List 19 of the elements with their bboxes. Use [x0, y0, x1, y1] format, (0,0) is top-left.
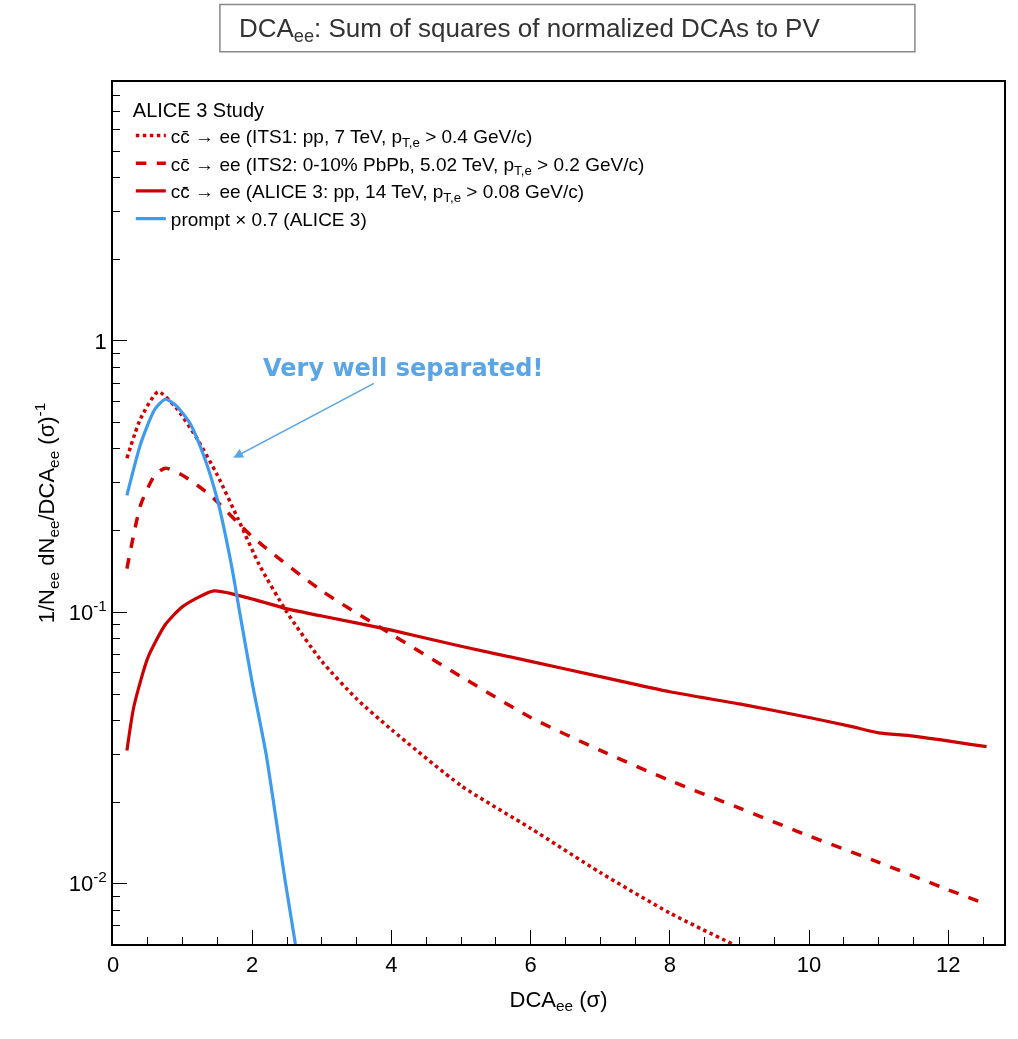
legend-label: cc̄ → ee (ALICE 3: pp, 14 TeV, p$_{T,e}$ > 0.08 GeV/c) — [170, 181, 585, 206]
x-tick-label: 6 — [524, 952, 537, 978]
y-tick-label: 1 — [94, 328, 107, 354]
y-tick-label: 10$^{-2}$ — [68, 868, 107, 897]
line-series — [125, 397, 297, 944]
chart-title: DCA$_{ee}$: Sum of squares of normalized DCAs to PV — [238, 12, 821, 47]
x-tick-label: 2 — [246, 952, 259, 978]
y-tick-label: 10$^{-1}$ — [68, 596, 107, 626]
x-tick-label: 10 — [796, 952, 822, 978]
x-tick-label: 0 — [106, 952, 120, 978]
legend-label: prompt × 0.7 (ALICE 3) — [170, 208, 367, 230]
x-tick-label: 8 — [663, 952, 677, 978]
x-tick-label: 4 — [385, 952, 398, 978]
legend-label: cc̄ → ee (ITS1: pp, 7 TeV, p$_{T,e}$ > 0.4 GeV/c) — [170, 125, 533, 150]
legend-label: cc̄ → ee (ITS2: 0-10% PbPb, 5.02 TeV, p$_{T,e}$ > 0.2 GeV/c) — [170, 153, 645, 178]
legend-title: ALICE 3 Study — [132, 98, 265, 121]
x-tick-label: 12 — [936, 952, 961, 978]
x-axis-title: DCA$_{ee}$ (σ) — [509, 986, 608, 1015]
annotation: Very well separated! — [263, 354, 544, 382]
